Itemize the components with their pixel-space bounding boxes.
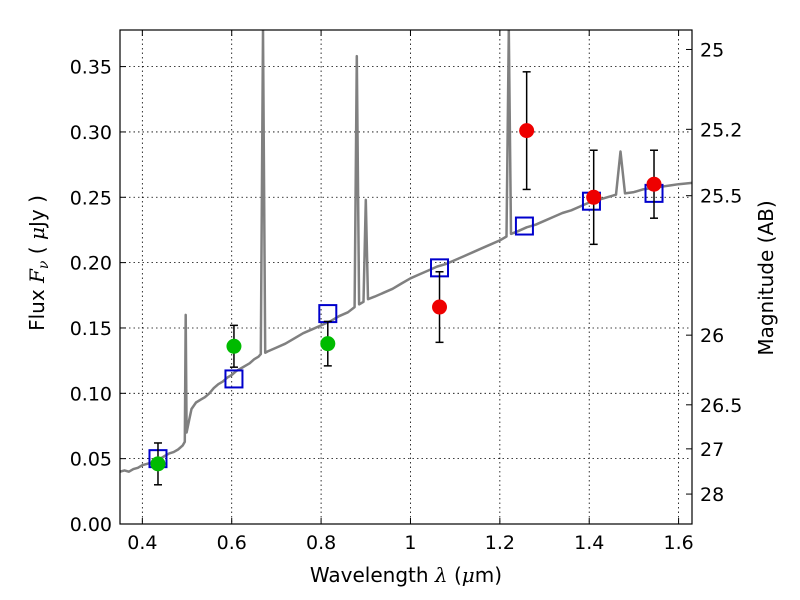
y-tick-label: 0.05 xyxy=(70,449,112,471)
x-tick-label: 1.4 xyxy=(574,532,604,554)
photometry-point xyxy=(150,456,166,472)
photometry-point xyxy=(432,299,448,315)
model-square-marker xyxy=(224,369,244,389)
y2-tick-label: 26 xyxy=(700,325,724,347)
y2-tick-label: 26.5 xyxy=(700,395,742,417)
y-tick-label: 0.10 xyxy=(70,383,112,405)
y2-tick-label: 27 xyxy=(700,439,724,461)
photometry-point xyxy=(586,189,602,205)
y2-tick-label: 25 xyxy=(700,39,724,61)
x-tick-label: 0.4 xyxy=(127,532,157,554)
y-tick-label: 0.15 xyxy=(70,318,112,340)
plot-frame xyxy=(119,29,693,525)
y-tick-label: 0.20 xyxy=(70,253,112,275)
plot-area xyxy=(120,30,692,486)
x-tick-label: 1 xyxy=(404,532,416,554)
model-square-marker xyxy=(514,216,534,236)
y2-tick-label: 28 xyxy=(700,484,724,506)
x-tick-label: 0.8 xyxy=(306,532,336,554)
y-axis-title: Flux Fν ( μJy ) xyxy=(25,195,52,331)
y2-tick-label: 25.5 xyxy=(700,186,742,208)
photometry-point xyxy=(519,123,535,139)
x-tick-label: 0.6 xyxy=(217,532,247,554)
y-tick-label: 0.00 xyxy=(70,514,112,536)
x-axis-title: Wavelength λ (μm) xyxy=(310,563,502,587)
photometry-point xyxy=(646,176,662,192)
axis-ticks: 0.4 0.6 0.8 1 1.2 1.4 1.6 0.00 0.05 0.10 0.15 0.20 0… xyxy=(70,30,742,554)
y2-axis-title: Magnitude (AB) xyxy=(754,200,778,355)
y-tick-label: 0.35 xyxy=(70,57,112,79)
photometry-point xyxy=(226,338,242,354)
y-tick-label: 0.25 xyxy=(70,187,112,209)
spectrum-line xyxy=(120,30,692,473)
x-tick-label: 1.6 xyxy=(663,532,693,554)
x-tick-label: 1.2 xyxy=(485,532,515,554)
y-tick-label: 0.30 xyxy=(70,122,112,144)
photometry-point xyxy=(320,336,336,352)
y2-tick-label: 25.2 xyxy=(700,119,742,141)
